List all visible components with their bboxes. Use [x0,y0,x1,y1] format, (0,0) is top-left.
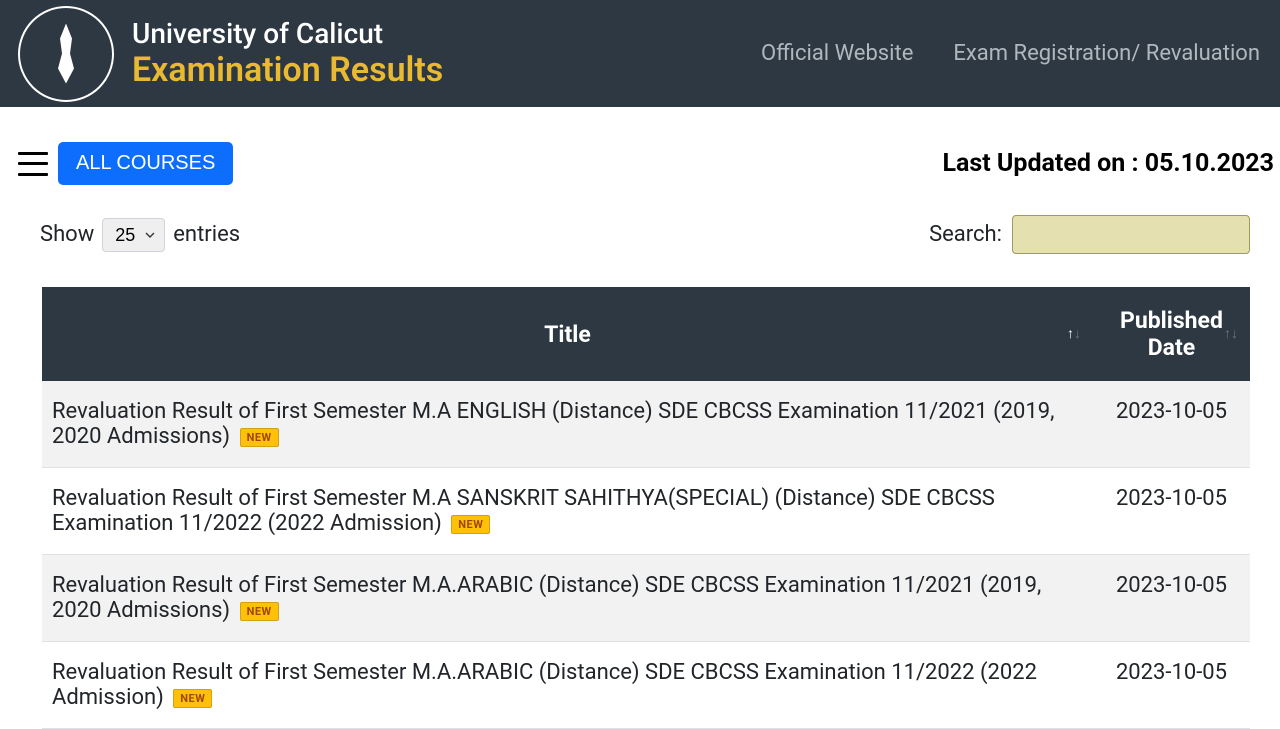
new-badge: NEW [240,428,279,447]
entries-label: entries [173,222,240,247]
entries-select[interactable]: 25 [102,218,165,252]
new-badge: NEW [451,515,490,534]
result-title-cell: Revaluation Result of First Semester M.A… [42,381,1093,468]
sort-icon: ↑↓ [1067,327,1081,341]
search-block: Search: [929,215,1250,254]
search-label: Search: [929,222,1002,247]
table-row[interactable]: Revaluation Result of First Semester M.A… [42,468,1250,555]
table-row[interactable]: Revaluation Result of First Semester M.A… [42,381,1250,468]
result-title: Revaluation Result of First Semester M.A… [52,573,1041,623]
result-title-cell: Revaluation Result of First Semester M.A… [42,555,1093,642]
university-name: University of Calicut [132,17,443,50]
page-subtitle: Examination Results [132,50,443,90]
show-label: Show [40,222,94,247]
column-header-title[interactable]: Title ↑↓ [42,287,1093,381]
title-block: University of Calicut Examination Result… [132,17,443,90]
new-badge: NEW [173,689,212,708]
results-table: Title ↑↓ Published Date ↑↓ Revaluation R… [42,287,1250,729]
column-title-text: Title [544,321,591,348]
last-updated-label: Last Updated on : 05.10.2023 [942,149,1274,178]
table-row[interactable]: Revaluation Result of First Semester M.A… [42,642,1250,729]
nav-exam-registration[interactable]: Exam Registration/ Revaluation [953,41,1260,66]
table-controls: Show 25 entries Search: [0,185,1280,269]
toolbar: ALL COURSES Last Updated on : 05.10.2023 [0,107,1280,185]
result-title: Revaluation Result of First Semester M.A… [52,399,1054,449]
column-date-text: Published Date [1120,307,1223,361]
column-header-date[interactable]: Published Date ↑↓ [1093,287,1250,381]
all-courses-button[interactable]: ALL COURSES [58,142,233,185]
nav-official-website[interactable]: Official Website [761,41,913,66]
table-header-row: Title ↑↓ Published Date ↑↓ [42,287,1250,381]
result-date-cell: 2023-10-05 [1093,468,1250,555]
show-entries-block: Show 25 entries [40,218,240,252]
header-left: University of Calicut Examination Result… [18,6,443,102]
result-title: Revaluation Result of First Semester M.A… [52,486,995,536]
new-badge: NEW [240,602,279,621]
university-logo [18,6,114,102]
toolbar-left: ALL COURSES [18,142,233,185]
result-date-cell: 2023-10-05 [1093,381,1250,468]
result-date-cell: 2023-10-05 [1093,555,1250,642]
hamburger-icon[interactable] [18,152,48,176]
header-bar: University of Calicut Examination Result… [0,0,1280,107]
search-input[interactable] [1012,215,1250,254]
result-title-cell: Revaluation Result of First Semester M.A… [42,468,1093,555]
table-row[interactable]: Revaluation Result of First Semester M.A… [42,555,1250,642]
sort-icon: ↑↓ [1224,327,1238,341]
header-nav: Official Website Exam Registration/ Reva… [761,41,1260,66]
result-title-cell: Revaluation Result of First Semester M.A… [42,642,1093,729]
result-date-cell: 2023-10-05 [1093,642,1250,729]
logo-icon [46,24,86,84]
